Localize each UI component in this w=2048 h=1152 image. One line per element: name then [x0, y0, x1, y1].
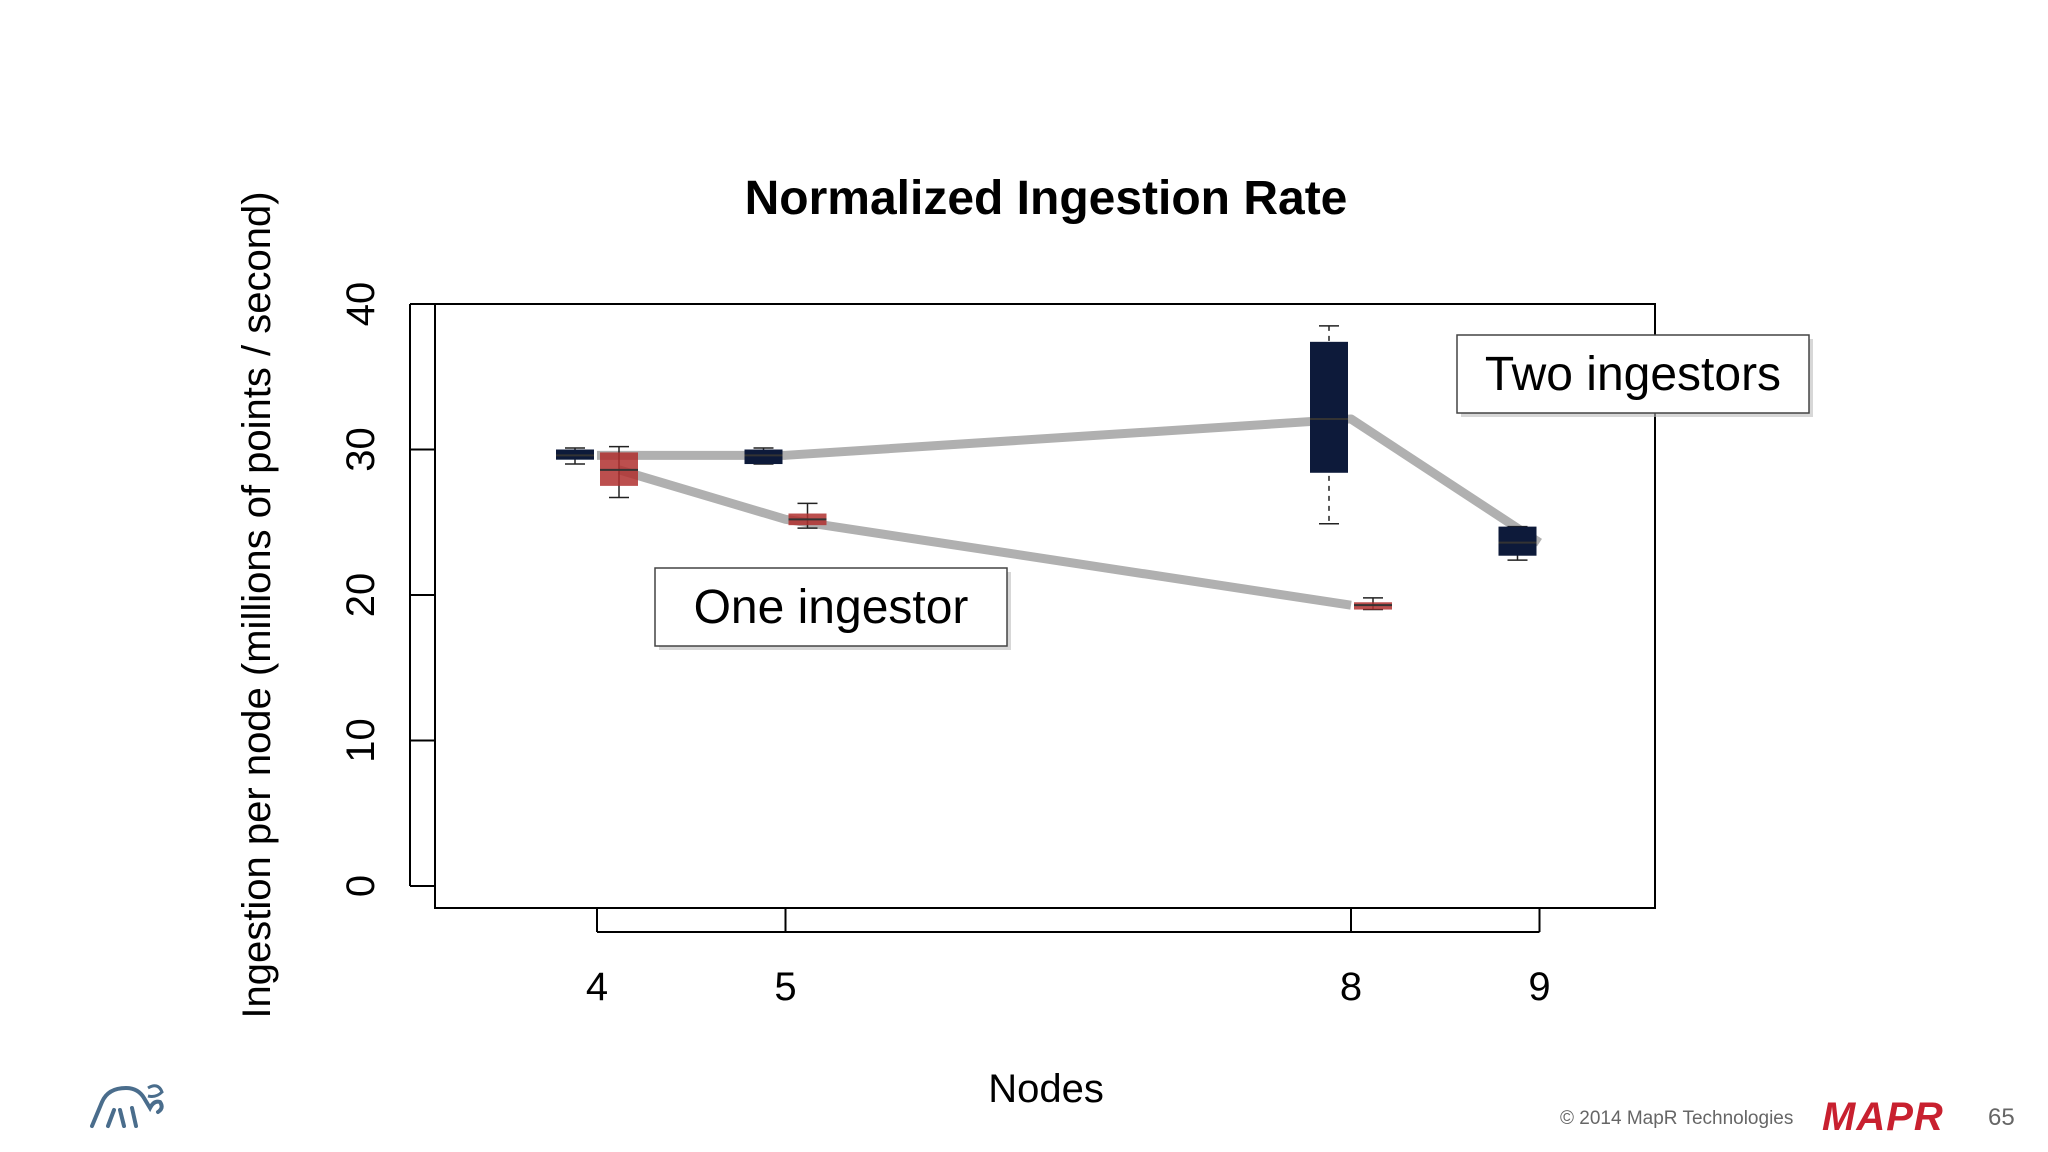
x-tick-label: 4	[586, 965, 608, 1009]
box	[1498, 526, 1537, 556]
box-plot	[600, 445, 638, 499]
box	[1310, 341, 1348, 473]
annotation-two-ingestors-label: Two ingestors	[1485, 348, 1781, 401]
box-plot	[788, 502, 827, 529]
box-plot	[1498, 525, 1537, 561]
y-axis: 0 10 20 30 40	[339, 282, 435, 897]
box-plot	[1354, 597, 1392, 611]
median-lines	[597, 414, 1542, 610]
chart-title: Normalized Ingestion Rate	[745, 172, 1348, 225]
mapr-logo: MAPR	[1822, 1095, 1962, 1141]
x-tick-label: 5	[774, 965, 796, 1009]
y-tick-label: 20	[339, 573, 383, 618]
elephant-logo-icon	[86, 1078, 166, 1135]
y-tick-label: 10	[339, 718, 383, 763]
page-number: 65	[1988, 1104, 2015, 1131]
annotation-one-ingestor: One ingestor	[654, 567, 1011, 650]
y-tick-label: 30	[339, 427, 383, 472]
x-tick-label: 9	[1528, 965, 1550, 1009]
median-line	[597, 414, 1542, 547]
y-tick-label: 40	[339, 282, 383, 327]
footer-copyright: © 2014 MapR Technologies	[1560, 1108, 1794, 1129]
box-plot	[744, 447, 783, 465]
box-plots	[556, 325, 1537, 611]
brand-text: MAPR	[1822, 1096, 1944, 1136]
y-axis-label: Ingestion per node (millions of points /…	[235, 191, 279, 1018]
box-plot	[1310, 325, 1348, 525]
x-axis-label: Nodes	[988, 1067, 1104, 1111]
annotation-two-ingestors: Two ingestors	[1456, 334, 1813, 417]
plot-frame	[434, 303, 1656, 909]
y-tick-label: 0	[339, 875, 383, 897]
annotation-one-ingestor-label: One ingestor	[694, 581, 969, 634]
median-line	[617, 465, 1352, 610]
x-axis: 4 5 8 9	[586, 908, 1551, 1009]
box	[744, 449, 783, 465]
box-plot	[556, 447, 594, 465]
x-tick-label: 8	[1340, 965, 1362, 1009]
